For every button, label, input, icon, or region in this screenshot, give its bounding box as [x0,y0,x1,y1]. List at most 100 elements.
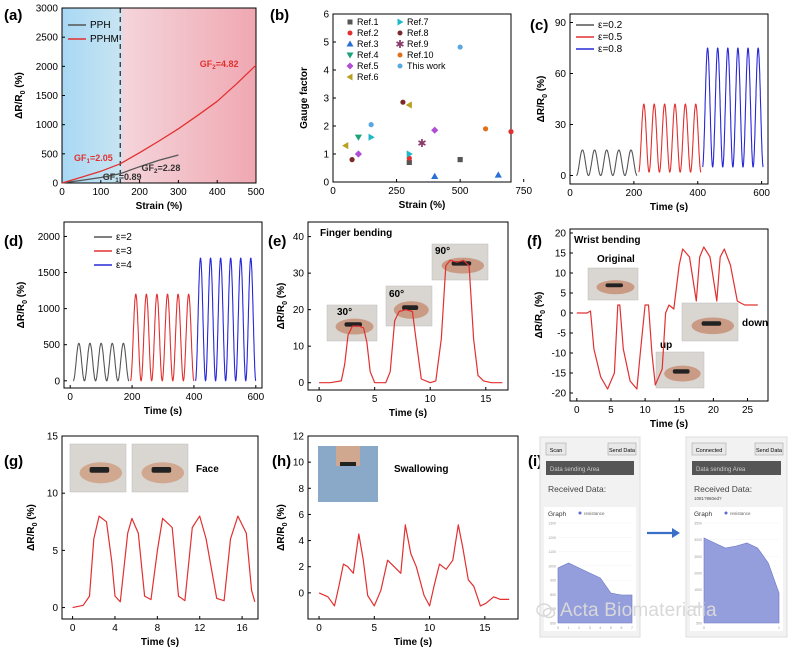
panel-label: (c) [530,17,548,34]
y-tick-label: 500 [43,340,60,351]
legend-label: ε=0.8 [598,44,623,55]
pose-label: up [660,340,672,351]
phone-left: Scan Send Data Data sending Area Received D… [539,436,641,638]
graph-title: Graph [548,511,566,518]
y-tick-label: 10 [47,489,59,500]
y-axis-label: ΔR/R0 (%) [14,72,27,119]
data-point [368,122,374,128]
y-tick-label: 4 [298,536,304,547]
y-tick-label: 1500 [38,268,61,279]
y-tick-label: 20 [293,305,305,316]
y-axis-label: Gauge factor [299,67,310,129]
x-tick-label: 600 [247,392,264,403]
chart-e: 0 5 10 15 0 10 20 30 40 Time (s) ΔR/R0 (%) 30° 60° 90… [276,221,509,419]
data-point [346,52,354,59]
x-tick-label: 0 [59,187,65,198]
data-point [406,150,413,158]
graph-x-tick: 2 [578,626,580,630]
legend-label: Ref.10 [407,50,434,60]
gf-annotation: GF1=0.89 [103,172,142,184]
series-ε=2 [72,342,130,382]
plot-frame [307,221,509,391]
y-tick-label: 2 [298,562,304,573]
x-tick-label: 8 [155,623,161,634]
scan-button [545,442,567,456]
graph-x-tick: 7 [631,626,633,630]
graph-x-tick: 1 [568,626,570,630]
series-signal [319,259,503,384]
panel-label: (e) [268,233,286,250]
graph-y-tick: 1100 [548,550,556,554]
y-tick-label: 5 [560,289,566,300]
y-tick-label: 4 [323,66,329,77]
graph-y-tick: 2500 [694,555,702,559]
x-tick-label: 5 [372,394,378,405]
received-label: Received Data: [694,484,752,494]
data-point [457,157,463,163]
graph-y-tick: 900 [550,579,556,583]
graph-x-tick: 4 [599,626,601,630]
series-ε=0.8 [702,47,764,168]
legend-label: Ref.2 [357,28,379,38]
x-tick-label: 500 [452,186,469,197]
y-tick-label: 0 [54,376,60,387]
angle-label: 30° [337,307,352,318]
y-tick-label: 1000 [36,120,59,131]
y-tick-label: 6 [298,510,304,521]
y-tick-label: 0 [298,588,304,599]
y-tick-label: 3000 [36,4,59,15]
data-point [400,99,406,105]
legend-label: ε=0.5 [598,32,623,43]
data-point [346,73,353,81]
y-tick-label: 3 [323,94,329,105]
data-point [406,155,412,161]
x-tick-label: 250 [388,186,405,197]
chart-title: Wrist bending [574,235,640,246]
y-tick-label: 90 [555,18,567,29]
graph-y-tick: 800 [550,593,556,597]
photo-wrist-up [655,351,705,389]
x-tick-label: 0 [67,392,73,403]
y-tick-label: 30 [293,269,305,280]
data-point [457,44,463,50]
y-axis-label: ΔR/R0 (%) [276,283,289,330]
data-sending-area [546,461,634,475]
chart-f: 0 5 10 15 20 25 -20 -15 -10 -5 0 5 10 15 20 Time (s) ΔR/… [534,228,769,430]
chart-b: 0 250 500 750 0 1 2 3 4 5 6 Strain (%) Gauge factor ✱… [299,10,532,212]
x-tick-label: 12 [194,623,206,634]
legend-label: ε=3 [116,246,132,257]
chart-a: 0 100 200 300 400 500 0 500 1000 1500 2000 2500 3000… [14,4,265,213]
x-axis-label: Time (s) [650,202,688,213]
scan-button [691,442,727,456]
x-tick-label: 0 [70,623,76,634]
y-tick-label: 1500 [36,91,59,102]
data-point: ✱ [395,39,404,51]
x-tick-label: 16 [237,623,249,634]
area-placeholder: Data sending Area [696,467,746,473]
y-tick-label: 0 [52,603,58,614]
y-axis-label: ΔR/R0 (%) [16,282,29,329]
y-tick-label: 15 [47,432,59,443]
chart-h: 0 5 10 15 0 2 4 6 8 10 12 Time (s) ΔR/R0 (%) Swallowi… [276,432,519,648]
data-point [342,142,349,150]
x-tick-label: 10 [424,623,436,634]
data-point [406,159,412,165]
graph-y-tick: 2000 [694,572,702,576]
legend-label: Ref.7 [407,17,429,27]
plot-frame [61,435,259,620]
data-point [397,30,403,36]
y-tick-label: 20 [555,229,567,240]
legend-label: ε=2 [116,232,132,243]
panel-label: (g) [4,453,23,470]
legend-label: PPHM [90,34,119,45]
button-label: Scan [550,448,563,454]
y-tick-label: 0 [560,171,566,182]
graph-y-tick: 3500 [694,522,702,526]
y-tick-label: -20 [552,389,567,400]
received-value: 1081?860ed? [694,496,722,501]
data-point [349,157,355,163]
x-tick-label: 0 [574,405,580,416]
chart-title: Swallowing [394,464,448,475]
pose-label: down [742,318,768,329]
